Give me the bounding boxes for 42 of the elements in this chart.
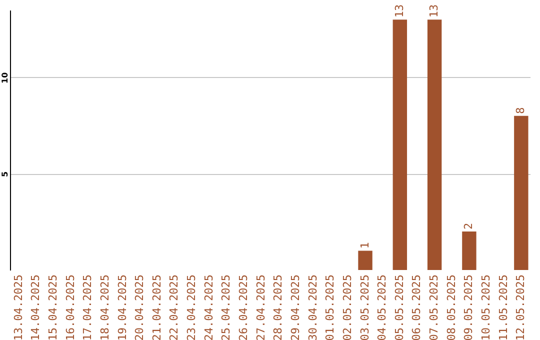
x-tick-label: 04.05.2025 (376, 274, 389, 340)
bar (514, 116, 528, 270)
x-tick-label: 15.04.2025 (46, 274, 60, 340)
x-tick-label: 24.04.2025 (202, 274, 216, 340)
x-tick-label: 01.05.2025 (324, 274, 337, 340)
x-tick-label: 20.04.2025 (133, 274, 146, 340)
y-tick-label: 5 (0, 170, 10, 177)
x-tick-label: 07.05.2025 (428, 274, 441, 340)
x-tick-label: 13.04.2025 (12, 274, 25, 340)
x-tick-label: 28.04.2025 (272, 274, 285, 340)
x-tick-label: 08.05.2025 (444, 274, 458, 340)
x-tick-label: 21.04.2025 (150, 274, 164, 340)
x-tick-label: 14.04.2025 (29, 274, 42, 340)
x-tick-label: 27.04.2025 (254, 274, 268, 340)
data-label: 13 (392, 4, 406, 18)
x-tick-label: 09.05.2025 (462, 274, 476, 340)
x-tick-label: 23.04.2025 (185, 274, 198, 340)
x-tick-label: 30.04.2025 (306, 274, 320, 340)
x-tick-label: 02.05.2025 (340, 274, 354, 340)
data-label: 8 (514, 107, 528, 114)
x-tick-label: 26.04.2025 (237, 274, 250, 340)
data-label: 1 (358, 242, 372, 249)
x-tick-label: 03.05.2025 (358, 274, 372, 340)
x-tick-label: 12.05.2025 (514, 274, 528, 340)
x-tick-label: 29.04.2025 (288, 274, 302, 340)
x-tick-label: 25.04.2025 (220, 274, 233, 340)
data-label: 2 (462, 222, 476, 230)
x-tick-label: 18.04.2025 (98, 274, 112, 340)
x-tick-label: 05.05.2025 (392, 274, 406, 340)
x-tick-label: 19.04.2025 (116, 274, 129, 340)
y-tick-label: 10 (0, 72, 10, 84)
bar (358, 250, 372, 270)
bar (427, 20, 442, 270)
x-tick-label: 10.05.2025 (480, 274, 493, 340)
bar (392, 20, 408, 270)
data-label: 13 (428, 4, 441, 18)
x-tick-label: 22.04.2025 (168, 274, 181, 340)
x-tick-label: 17.04.2025 (81, 274, 94, 340)
x-tick-label: 06.05.2025 (410, 274, 424, 340)
x-tick-label: 11.05.2025 (496, 274, 510, 340)
bar (462, 231, 476, 270)
x-tick-label: 16.04.2025 (64, 274, 77, 340)
